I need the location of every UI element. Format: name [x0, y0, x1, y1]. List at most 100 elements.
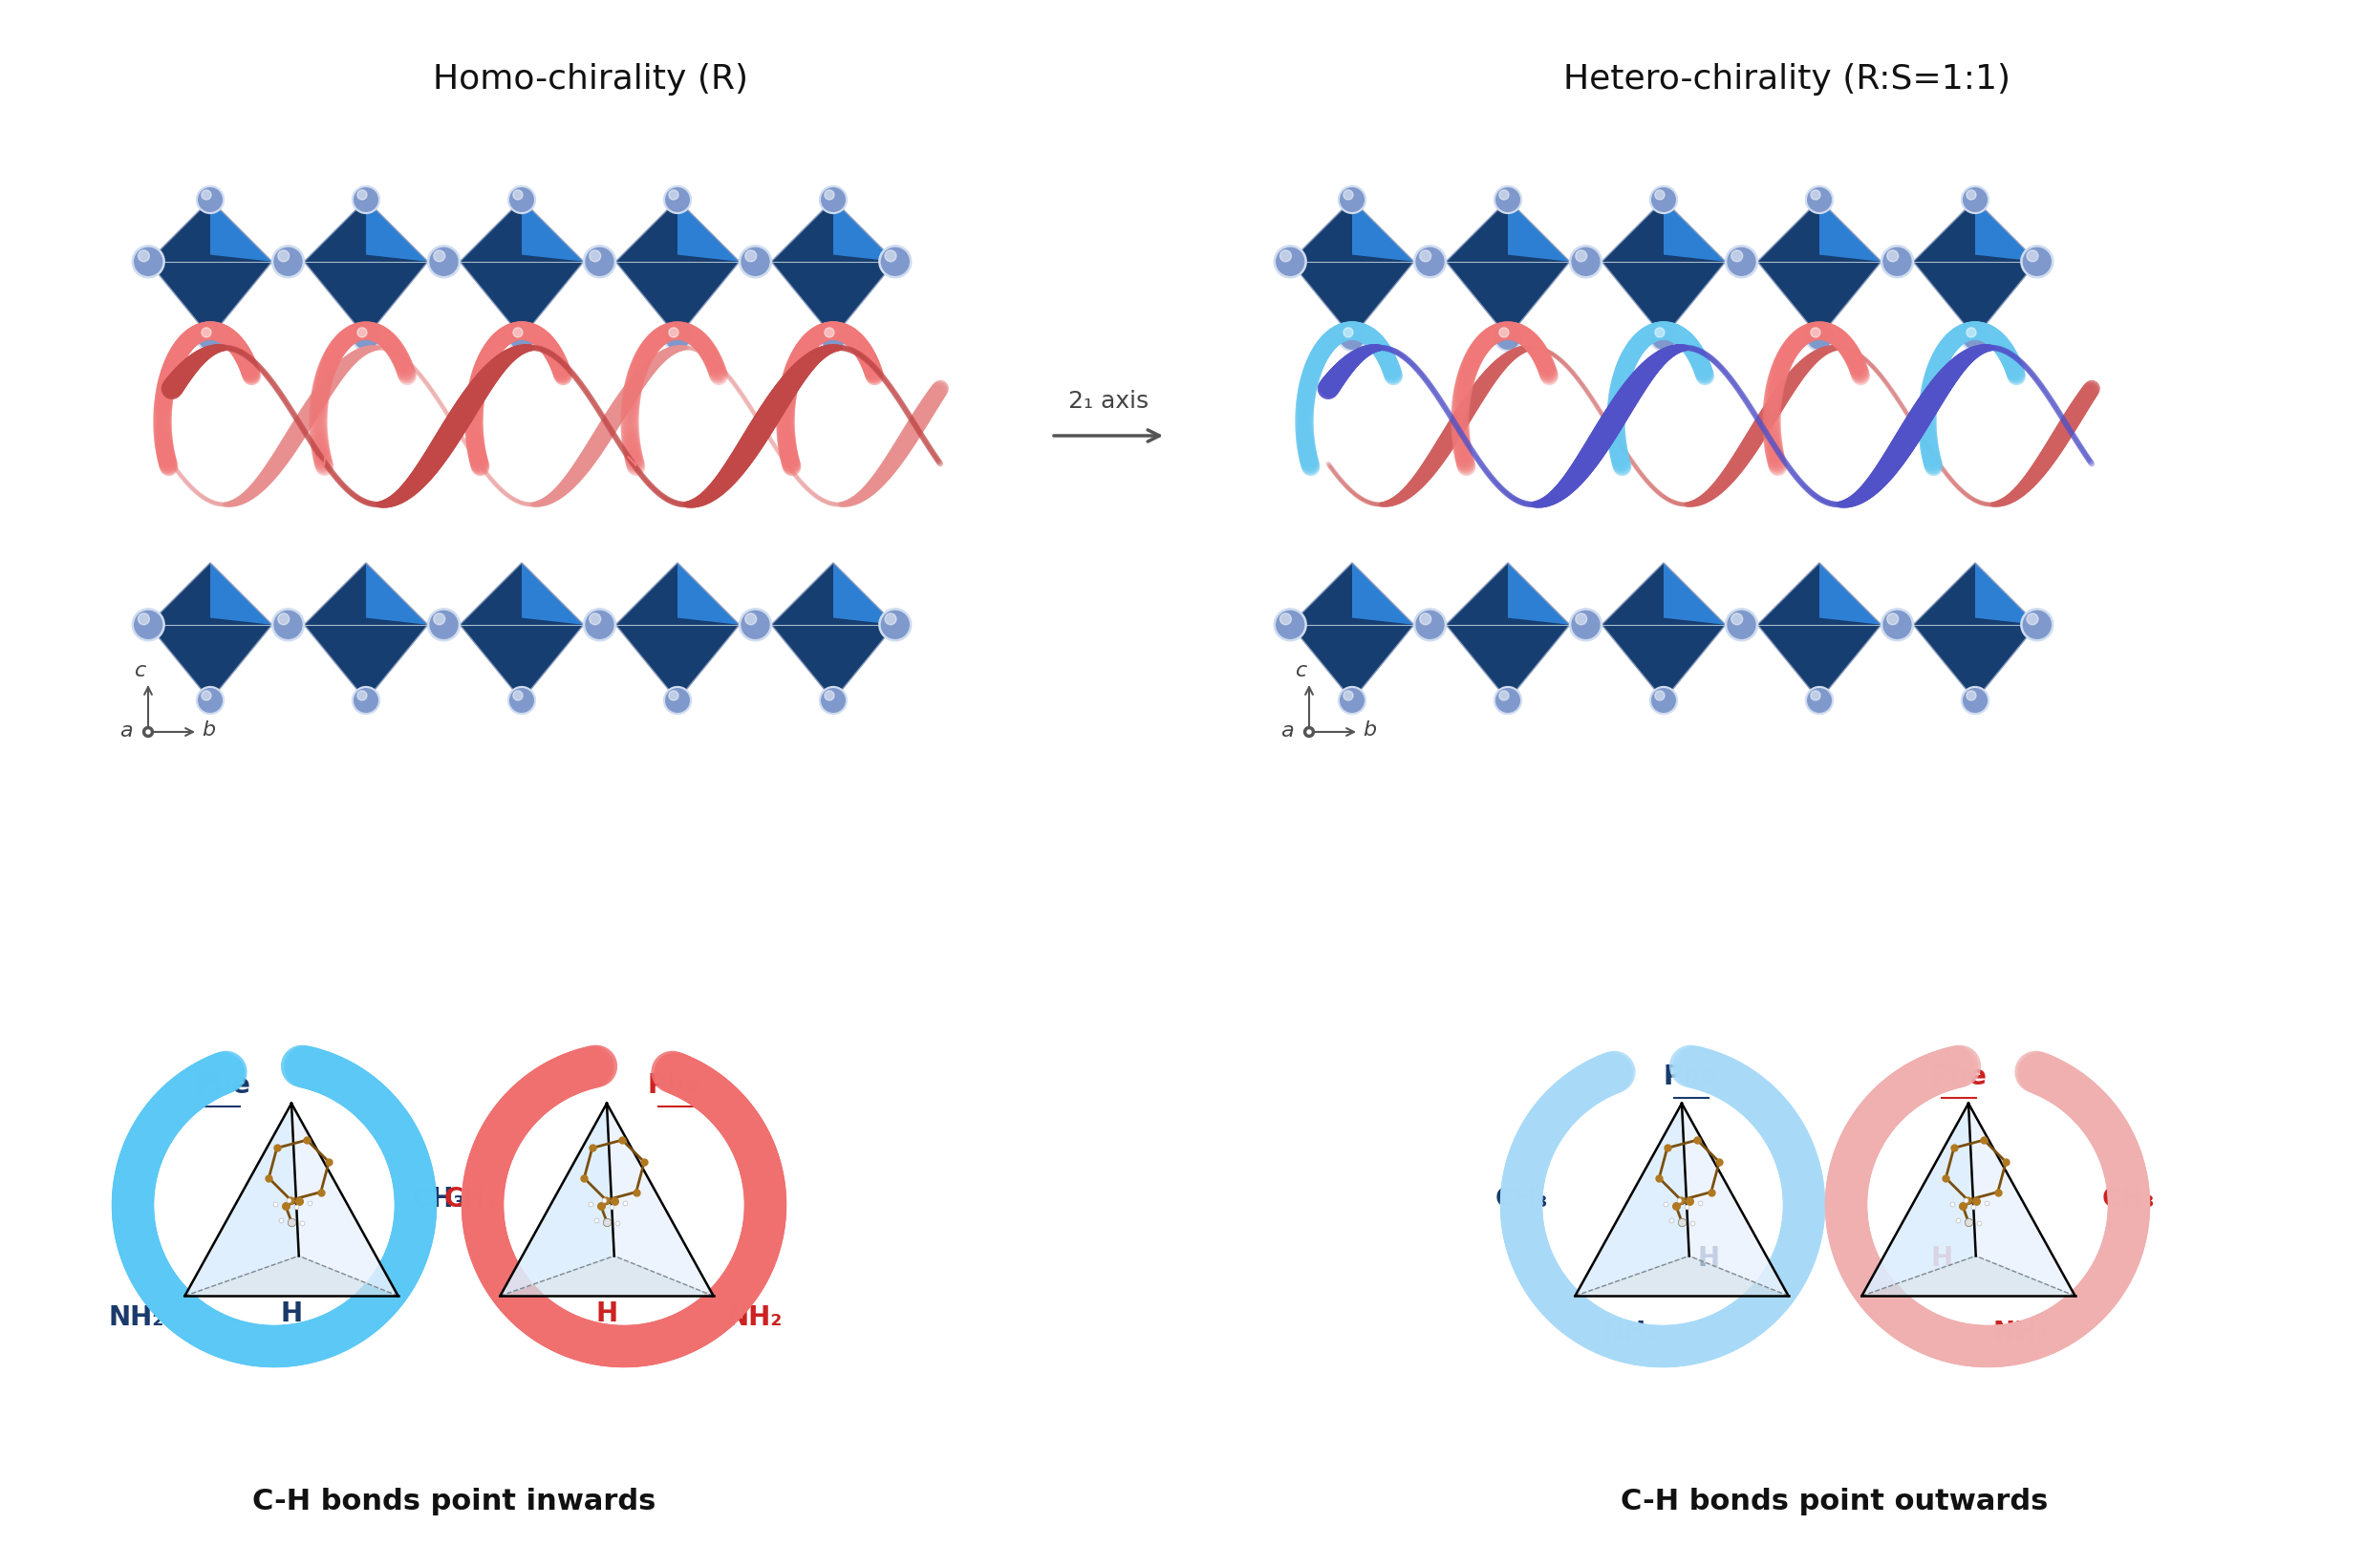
- Circle shape: [511, 688, 534, 712]
- Text: H: H: [281, 1300, 303, 1327]
- Polygon shape: [1975, 199, 2036, 262]
- Circle shape: [818, 687, 847, 713]
- Polygon shape: [523, 199, 584, 262]
- Circle shape: [1339, 187, 1367, 213]
- Text: b: b: [201, 720, 215, 740]
- Circle shape: [1343, 691, 1353, 701]
- Circle shape: [2027, 251, 2039, 262]
- Text: Phe: Phe: [1663, 1063, 1719, 1090]
- Circle shape: [882, 612, 908, 638]
- Polygon shape: [1819, 199, 1880, 337]
- Circle shape: [352, 687, 381, 713]
- Polygon shape: [771, 563, 832, 701]
- Circle shape: [825, 328, 835, 337]
- Polygon shape: [210, 563, 272, 624]
- Polygon shape: [1913, 199, 1975, 337]
- Circle shape: [669, 691, 679, 701]
- Text: NH₂: NH₂: [1601, 1319, 1658, 1345]
- Circle shape: [1275, 245, 1305, 278]
- Circle shape: [1570, 245, 1601, 278]
- Circle shape: [1499, 328, 1509, 337]
- Text: Homo-chirality (R): Homo-chirality (R): [433, 63, 747, 96]
- Polygon shape: [1663, 254, 1726, 337]
- Text: Phe: Phe: [1930, 1063, 1987, 1090]
- Polygon shape: [832, 618, 896, 701]
- Circle shape: [277, 251, 289, 262]
- Polygon shape: [459, 563, 523, 701]
- Polygon shape: [676, 199, 740, 337]
- Circle shape: [1963, 188, 1987, 212]
- Circle shape: [1343, 328, 1353, 337]
- Polygon shape: [305, 563, 367, 701]
- Circle shape: [669, 190, 679, 199]
- Circle shape: [352, 323, 381, 351]
- Polygon shape: [771, 199, 832, 337]
- Circle shape: [1419, 251, 1431, 262]
- Polygon shape: [1291, 199, 1353, 337]
- Polygon shape: [832, 563, 896, 624]
- Circle shape: [880, 608, 911, 641]
- Circle shape: [1339, 687, 1367, 713]
- Circle shape: [1961, 187, 1989, 213]
- Polygon shape: [210, 563, 272, 701]
- Circle shape: [1812, 328, 1821, 337]
- Circle shape: [1499, 190, 1509, 199]
- Circle shape: [272, 608, 305, 641]
- Circle shape: [1414, 245, 1447, 278]
- Circle shape: [669, 328, 679, 337]
- Circle shape: [147, 731, 149, 734]
- Polygon shape: [1353, 254, 1414, 337]
- Circle shape: [428, 608, 461, 641]
- Circle shape: [1417, 612, 1443, 638]
- Circle shape: [511, 326, 534, 350]
- Polygon shape: [367, 254, 428, 337]
- Text: CH₃: CH₃: [2102, 1185, 2155, 1212]
- Polygon shape: [615, 563, 676, 701]
- Circle shape: [1495, 323, 1521, 351]
- Circle shape: [1812, 190, 1821, 199]
- Polygon shape: [149, 199, 210, 337]
- Polygon shape: [1819, 618, 1880, 701]
- Text: Hetero-chirality (R:S=1:1): Hetero-chirality (R:S=1:1): [1563, 63, 2010, 96]
- Polygon shape: [523, 254, 584, 337]
- Polygon shape: [1663, 618, 1726, 701]
- Circle shape: [1880, 608, 1913, 641]
- Circle shape: [745, 251, 757, 262]
- Polygon shape: [1819, 254, 1880, 337]
- Circle shape: [355, 688, 378, 712]
- Text: 2₁ axis: 2₁ axis: [1069, 390, 1149, 412]
- Circle shape: [142, 726, 154, 737]
- Circle shape: [667, 688, 688, 712]
- Circle shape: [584, 608, 615, 641]
- Circle shape: [2020, 608, 2053, 641]
- Circle shape: [137, 613, 149, 624]
- Circle shape: [1277, 612, 1303, 638]
- Circle shape: [433, 613, 445, 624]
- Polygon shape: [1509, 254, 1570, 337]
- Polygon shape: [832, 199, 896, 337]
- Polygon shape: [832, 199, 896, 262]
- Polygon shape: [1601, 563, 1663, 701]
- Text: CH₃: CH₃: [414, 1185, 466, 1212]
- Circle shape: [1651, 187, 1677, 213]
- Circle shape: [665, 323, 691, 351]
- Circle shape: [2022, 248, 2050, 276]
- Circle shape: [1963, 326, 1987, 350]
- Circle shape: [818, 323, 847, 351]
- Polygon shape: [1575, 1104, 1689, 1295]
- Circle shape: [430, 248, 459, 276]
- Polygon shape: [1353, 563, 1414, 701]
- Circle shape: [132, 245, 166, 278]
- Polygon shape: [1445, 199, 1509, 337]
- Circle shape: [587, 248, 613, 276]
- Circle shape: [1343, 190, 1353, 199]
- Polygon shape: [1819, 563, 1880, 701]
- Text: H: H: [596, 1300, 617, 1327]
- Circle shape: [1656, 691, 1665, 701]
- Text: a: a: [121, 721, 132, 740]
- Circle shape: [352, 187, 381, 213]
- Circle shape: [665, 687, 691, 713]
- Polygon shape: [1663, 563, 1726, 701]
- Circle shape: [1573, 248, 1599, 276]
- Circle shape: [199, 326, 222, 350]
